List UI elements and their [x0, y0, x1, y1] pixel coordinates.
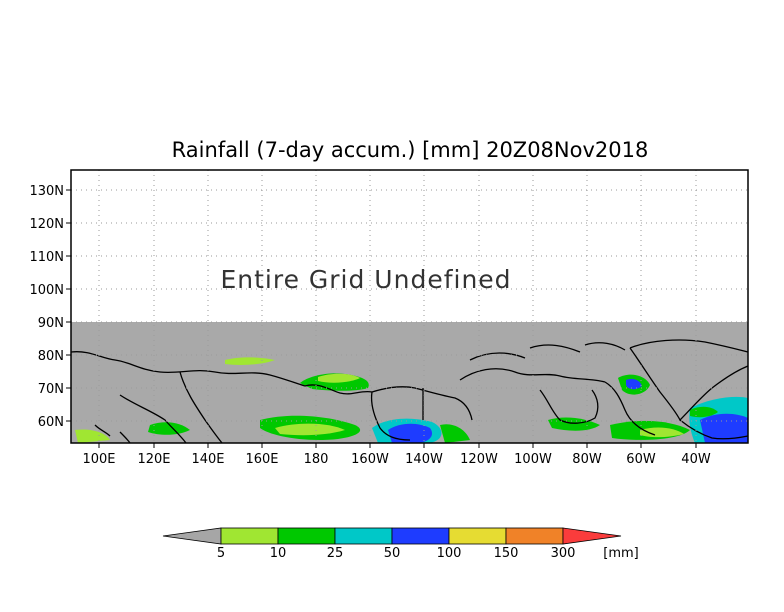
coastline-alaska — [371, 386, 473, 421]
lon-tick-label: 120E — [137, 452, 170, 467]
lon-tick-label: 60W — [626, 452, 656, 467]
coastline-okhotsk — [119, 394, 187, 444]
colorbar-label: 100 — [437, 546, 462, 561]
lon-tick-label: 120W — [460, 452, 498, 467]
colorbar-labels: 5 10 25 50 100 150 300 — [217, 546, 576, 561]
colorbar-label: 5 — [217, 546, 225, 561]
lat-tick-label: 130N — [29, 184, 64, 199]
colorbar-segment — [220, 527, 279, 545]
lat-tick-label: 110N — [29, 250, 64, 265]
colorbar: 5 10 25 50 100 150 300 [mm] — [162, 527, 639, 561]
lon-tick-label: 140W — [405, 452, 443, 467]
coastline-canada-arctic — [459, 368, 606, 383]
undefined-grid-message: Entire Grid Undefined — [220, 265, 511, 294]
colorbar-unit: [mm] — [603, 546, 638, 561]
longitude-axis: 100E 120E 140E 160E 180 160W 140W 120W 1… — [82, 452, 710, 467]
lat-tick-label: 60N — [38, 415, 64, 430]
map-frame — [70, 169, 749, 444]
lon-tick-label: 80W — [572, 452, 602, 467]
lon-tick-label: 100W — [514, 452, 552, 467]
rainfall-patches — [75, 357, 748, 443]
coastline-hudson-bay — [539, 389, 599, 424]
lat-tick-label: 120N — [29, 217, 64, 232]
colorbar-segment — [505, 527, 564, 545]
coastline-labrador — [604, 381, 656, 436]
coastlines — [70, 339, 749, 444]
rain-patch-gulf-alaska-blue — [388, 423, 433, 443]
colorbar-label: 300 — [551, 546, 576, 561]
colorbar-label: 25 — [327, 546, 344, 561]
colorbar-segment — [448, 527, 507, 545]
rain-patch-pacific-c-light — [275, 423, 345, 436]
lat-tick-label: 100N — [29, 283, 64, 298]
coastline-siberia — [70, 351, 306, 387]
colorbar-segment — [277, 527, 336, 545]
colorbar-label: 150 — [494, 546, 519, 561]
latitude-ticks — [66, 189, 71, 422]
lon-tick-label: 180 — [304, 452, 329, 467]
rain-patch-west-edge — [75, 429, 110, 443]
rain-patch-siberia — [225, 357, 275, 365]
coastline-archipelago — [469, 342, 626, 361]
latitude-axis: 130N 120N 110N 100N 90N 80N 70N 60N — [29, 184, 64, 430]
colorbar-max-arrow — [562, 527, 622, 545]
lon-tick-label: 160W — [351, 452, 389, 467]
coastline-north-atlantic — [679, 419, 749, 440]
lat-tick-label: 80N — [38, 349, 64, 364]
coastline-alaska-south — [370, 391, 411, 441]
colorbar-label: 50 — [384, 546, 401, 561]
rain-patch-bering-light — [318, 373, 360, 383]
rain-patch-east-atlantic-green — [690, 406, 718, 418]
rain-patch-labrador-blue — [626, 378, 642, 390]
rain-patch-pacific-w — [148, 422, 190, 435]
lat-tick-label: 90N — [38, 316, 64, 331]
map-panel: Entire Grid Undefined — [70, 169, 749, 444]
colorbar-label: 10 — [270, 546, 287, 561]
lat-tick-label: 70N — [38, 382, 64, 397]
rain-patch-nw-coast — [440, 424, 470, 443]
lon-tick-label: 140E — [191, 452, 224, 467]
lon-tick-label: 160E — [245, 452, 278, 467]
colorbar-segment — [391, 527, 450, 545]
colorbar-min-arrow — [162, 527, 222, 545]
longitude-ticks — [98, 443, 697, 448]
coastline-islands-west — [94, 424, 131, 444]
map-title: Rainfall (7-day accum.) [mm] 20Z08Nov201… — [172, 138, 649, 162]
rain-patch-atlantic-light — [640, 427, 684, 438]
lon-tick-label: 40W — [681, 452, 711, 467]
lon-tick-label: 100E — [82, 452, 115, 467]
colorbar-segment — [334, 527, 393, 545]
graticule — [71, 170, 748, 443]
coastline-kamchatka — [179, 371, 223, 444]
